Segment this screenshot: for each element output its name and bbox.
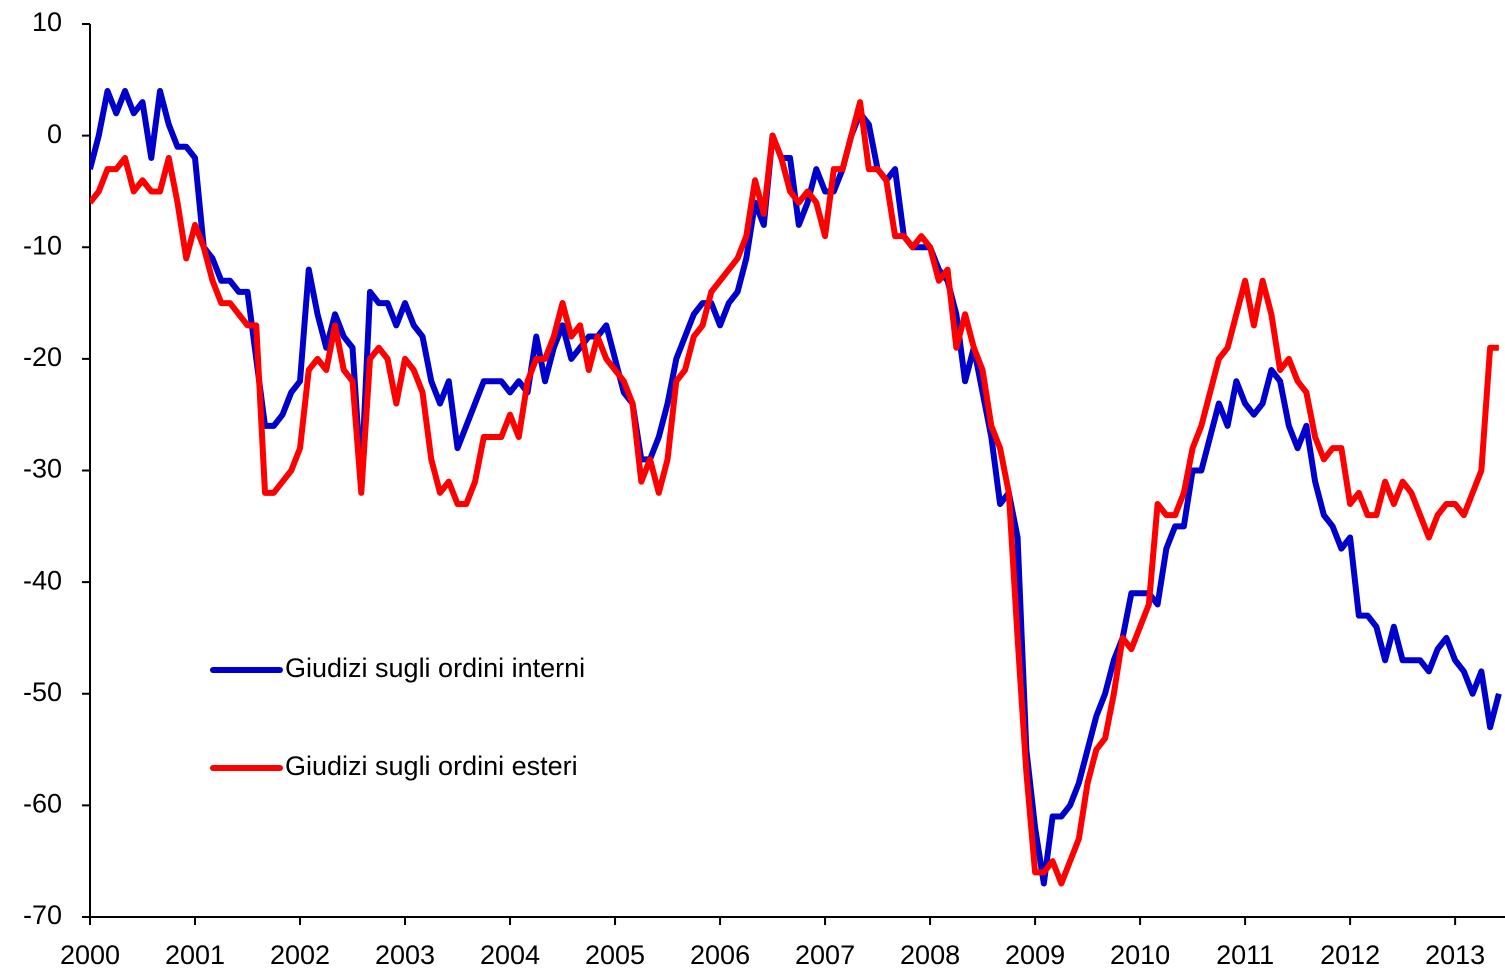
legend-label: Giudizi sugli ordini esteri [285, 751, 578, 781]
x-tick-label: 2002 [270, 940, 330, 970]
y-tick-label: -10 [23, 230, 62, 260]
legend-label: Giudizi sugli ordini interni [285, 653, 585, 683]
y-tick-label: 10 [32, 7, 62, 37]
plot-area [90, 87, 1502, 887]
y-tick-label: -50 [23, 677, 62, 707]
series-line [90, 99, 1499, 887]
x-tick-label: 2000 [60, 940, 120, 970]
x-tick-label: 2008 [900, 940, 960, 970]
y-tick-label: -20 [23, 342, 62, 372]
x-tick-label: 2003 [375, 940, 435, 970]
y-tick-label: -60 [23, 789, 62, 819]
y-tick-label: -30 [23, 454, 62, 484]
x-tick-label: 2009 [1005, 940, 1065, 970]
y-tick-label: 0 [47, 119, 62, 149]
y-tick-label: -40 [23, 565, 62, 595]
x-tick-label: 2004 [480, 940, 540, 970]
x-tick-label: 2001 [165, 940, 225, 970]
x-tick-label: 2012 [1320, 940, 1380, 970]
x-tick-label: 2007 [795, 940, 855, 970]
x-tick-label: 2011 [1216, 940, 1274, 970]
x-tick-label: 2005 [585, 940, 645, 970]
x-tick-label: 2010 [1110, 940, 1170, 970]
series-line [90, 87, 1502, 887]
y-tick-label: -70 [23, 900, 62, 930]
x-tick-label: 2006 [690, 940, 750, 970]
x-tick-label: 2013 [1425, 940, 1485, 970]
